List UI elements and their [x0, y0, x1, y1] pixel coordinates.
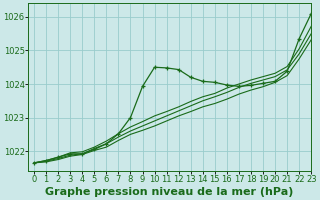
X-axis label: Graphe pression niveau de la mer (hPa): Graphe pression niveau de la mer (hPa)	[45, 187, 294, 197]
